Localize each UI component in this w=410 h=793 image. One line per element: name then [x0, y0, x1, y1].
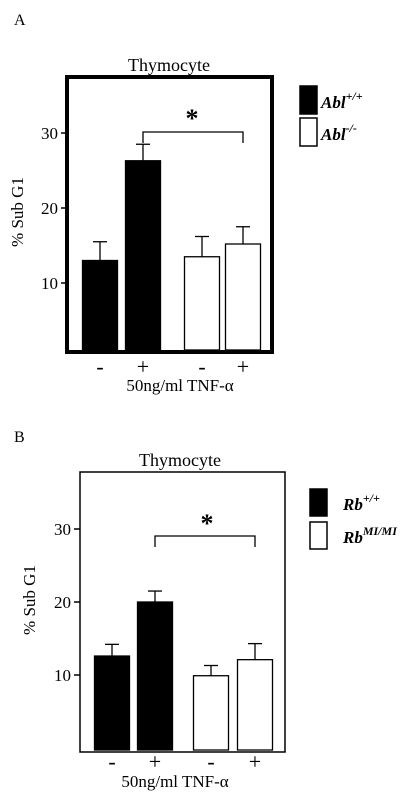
legend-swatch	[299, 85, 318, 115]
error-bar	[195, 235, 209, 257]
x-tick-label: -	[96, 354, 103, 379]
panel-a: A Thymocyte % Sub G1 50ng/ml TNF-α 10 20 3…	[8, 12, 363, 395]
bars-b	[93, 601, 274, 751]
error-bar	[236, 226, 250, 244]
significance-b: *	[154, 509, 256, 547]
y-tick-label: 10	[41, 274, 58, 293]
x-tick-label: +	[237, 354, 249, 379]
significance-bracket	[154, 535, 256, 547]
x-tick-labels-a: - + - +	[96, 354, 249, 379]
bar	[224, 243, 262, 351]
legend-label: Abl+/+	[320, 89, 363, 112]
legend-item: RbMI/MI	[309, 521, 398, 550]
plot-frame-b	[79, 471, 286, 753]
bar	[183, 256, 221, 351]
y-tick-label: 30	[41, 124, 58, 143]
bar	[192, 675, 230, 751]
y-axis-label-b: % Sub G1	[20, 565, 39, 635]
x-axis-label-b: 50ng/ml TNF-α	[121, 772, 228, 791]
bars-a	[81, 160, 262, 351]
x-axis-label-a: 50ng/ml TNF-α	[126, 376, 233, 395]
panel-label-b: B	[14, 429, 25, 446]
chart-title-b: Thymocyte	[139, 450, 221, 470]
y-tick-label: 20	[54, 593, 71, 612]
significance-star: *	[186, 104, 199, 133]
error-bar	[204, 664, 218, 676]
legend-item: Rb+/+	[309, 488, 380, 517]
y-tick-label: 20	[41, 199, 58, 218]
chart-title-a: Thymocyte	[128, 55, 210, 75]
significance-a: *	[142, 104, 244, 143]
error-bars-a	[93, 143, 250, 261]
bar	[236, 659, 274, 751]
y-tick-label: 30	[54, 520, 71, 539]
y-ticks-b: 10 20 30	[54, 520, 80, 685]
y-ticks-a: 10 20 30	[41, 124, 67, 293]
error-bar	[93, 241, 107, 261]
error-bar	[105, 643, 119, 657]
bar	[124, 160, 162, 351]
plot-frame-a	[65, 75, 274, 354]
x-tick-labels-b: - + - +	[108, 749, 261, 774]
significance-bracket	[142, 131, 244, 143]
y-axis-label-a: % Sub G1	[8, 177, 27, 247]
bar	[136, 601, 174, 751]
legend-swatch	[309, 488, 328, 517]
legend-label: Abl-/-	[320, 121, 357, 144]
legend-item: Abl-/-	[299, 117, 357, 147]
error-bar	[248, 642, 262, 660]
x-tick-label: +	[249, 749, 261, 774]
bar	[81, 259, 119, 351]
error-bar	[136, 143, 150, 161]
legend-label: RbMI/MI	[342, 524, 398, 547]
panel-b: B Thymocyte % Sub G1 50ng/ml TNF-α 10 20 3…	[14, 429, 398, 791]
x-tick-label: +	[137, 354, 149, 379]
legend-a: Abl+/+ Abl-/-	[299, 85, 363, 147]
significance-star: *	[201, 509, 214, 538]
error-bars-b	[105, 590, 262, 676]
y-tick-label: 10	[54, 666, 71, 685]
x-tick-label: -	[198, 354, 205, 379]
legend-swatch	[309, 521, 328, 550]
legend-swatch	[299, 117, 318, 147]
x-tick-label: -	[108, 749, 115, 774]
legend-b: Rb+/+ RbMI/MI	[309, 488, 398, 550]
x-tick-label: -	[207, 749, 214, 774]
error-bar	[148, 590, 162, 602]
panel-label-a: A	[14, 12, 26, 29]
x-tick-label: +	[149, 749, 161, 774]
legend-item: Abl+/+	[299, 85, 363, 115]
legend-label: Rb+/+	[342, 491, 380, 514]
bar	[93, 655, 131, 751]
